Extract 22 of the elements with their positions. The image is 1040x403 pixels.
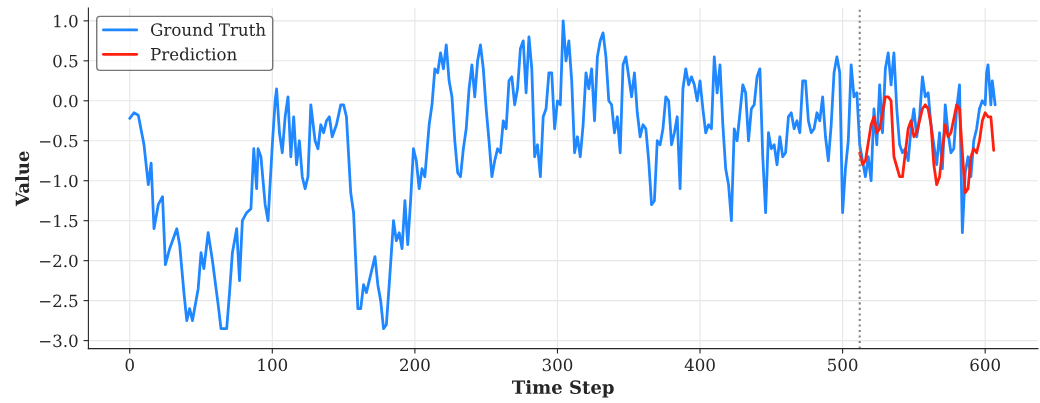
x-tick-label: 500 bbox=[828, 358, 858, 372]
y-tick-label: −0.5 bbox=[39, 134, 78, 148]
x-axis-title: Time Step bbox=[512, 380, 614, 398]
y-tick-label: 0.5 bbox=[53, 54, 78, 68]
y-tick-label: 1.0 bbox=[54, 14, 78, 28]
y-tick-label: −1.0 bbox=[39, 174, 78, 188]
x-tick-label: 0 bbox=[125, 358, 134, 372]
legend-label: Ground Truth bbox=[151, 23, 266, 36]
y-tick-label: −2.5 bbox=[39, 294, 78, 308]
y-axis-title: Value bbox=[15, 151, 30, 207]
legend-label: Prediction bbox=[150, 47, 237, 61]
y-tick-label: −3.0 bbox=[39, 334, 78, 348]
x-tick-label: 600 bbox=[970, 358, 1000, 372]
line-series bbox=[128, 19, 997, 330]
x-tick-label: 300 bbox=[542, 358, 573, 372]
line-series bbox=[858, 95, 996, 195]
x-tick-label: 200 bbox=[400, 358, 430, 372]
x-tick-label: 100 bbox=[258, 358, 288, 372]
x-tick-label: 400 bbox=[684, 358, 715, 372]
y-tick-label: −2.0 bbox=[39, 254, 78, 268]
y-tick-label: −1.5 bbox=[39, 214, 78, 228]
y-tick-label: 0.0 bbox=[53, 94, 78, 108]
